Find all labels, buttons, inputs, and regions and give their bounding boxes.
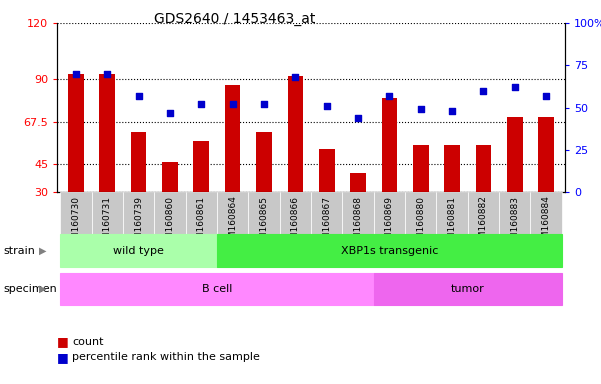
Text: XBP1s transgenic: XBP1s transgenic (341, 245, 438, 256)
Bar (413, 145, 429, 192)
Point (416, 106, 426, 112)
FancyBboxPatch shape (91, 192, 123, 263)
Text: GSM160866: GSM160866 (291, 195, 300, 250)
Text: GDS2640 / 1453463_at: GDS2640 / 1453463_at (154, 12, 316, 25)
Point (134, 93, 144, 99)
Text: GSM160865: GSM160865 (260, 195, 269, 250)
Text: GSM160868: GSM160868 (353, 195, 362, 250)
Text: ▶: ▶ (39, 245, 46, 256)
Point (71, 71, 81, 77)
FancyBboxPatch shape (468, 192, 499, 263)
Bar (68, 74, 84, 192)
Text: B cell: B cell (202, 284, 232, 294)
Text: strain: strain (3, 245, 35, 256)
Text: GSM160730: GSM160730 (72, 195, 81, 250)
FancyBboxPatch shape (60, 192, 91, 263)
FancyBboxPatch shape (186, 192, 217, 263)
Text: specimen: specimen (3, 284, 56, 294)
Text: GSM160880: GSM160880 (416, 195, 426, 250)
Text: GSM160860: GSM160860 (165, 195, 174, 250)
Bar (194, 141, 209, 192)
Bar (162, 162, 178, 192)
Point (228, 101, 237, 107)
FancyBboxPatch shape (311, 192, 343, 263)
Point (102, 71, 112, 77)
Text: GSM160861: GSM160861 (197, 195, 206, 250)
Text: GSM160739: GSM160739 (134, 195, 143, 250)
Text: GSM160883: GSM160883 (510, 195, 519, 250)
Bar (444, 145, 460, 192)
Point (165, 109, 175, 116)
FancyBboxPatch shape (343, 192, 374, 263)
Point (542, 93, 551, 99)
FancyBboxPatch shape (531, 192, 562, 263)
Text: ■: ■ (57, 351, 69, 364)
Text: ■: ■ (57, 335, 69, 348)
Bar (475, 145, 491, 192)
Text: GSM160867: GSM160867 (322, 195, 331, 250)
Bar (287, 76, 303, 192)
FancyBboxPatch shape (405, 192, 436, 263)
Point (478, 88, 488, 94)
FancyBboxPatch shape (279, 192, 311, 263)
FancyBboxPatch shape (123, 192, 154, 263)
FancyBboxPatch shape (217, 192, 248, 263)
Text: GSM160869: GSM160869 (385, 195, 394, 250)
Text: GSM160731: GSM160731 (103, 195, 112, 250)
Bar (99, 74, 115, 192)
Bar (538, 117, 554, 192)
Point (259, 101, 269, 107)
Bar (131, 132, 147, 192)
Text: count: count (72, 337, 103, 347)
Point (510, 84, 520, 90)
Text: GSM160881: GSM160881 (448, 195, 457, 250)
Bar (319, 149, 335, 192)
Text: GSM160882: GSM160882 (479, 195, 488, 250)
FancyBboxPatch shape (248, 192, 279, 263)
FancyBboxPatch shape (374, 192, 405, 263)
Text: ▶: ▶ (39, 284, 46, 294)
Point (353, 114, 363, 121)
Point (197, 101, 206, 107)
Bar (225, 85, 240, 192)
FancyBboxPatch shape (499, 192, 531, 263)
Text: tumor: tumor (451, 284, 484, 294)
Text: wild type: wild type (113, 245, 164, 256)
Point (290, 74, 300, 80)
Bar (350, 173, 366, 192)
Bar (256, 132, 272, 192)
Point (447, 108, 457, 114)
FancyBboxPatch shape (154, 192, 186, 263)
FancyBboxPatch shape (436, 192, 468, 263)
Bar (507, 117, 523, 192)
Point (385, 93, 394, 99)
Bar (382, 98, 397, 192)
Point (322, 103, 332, 109)
Text: percentile rank within the sample: percentile rank within the sample (72, 352, 260, 362)
Text: GSM160884: GSM160884 (542, 195, 551, 250)
Text: GSM160864: GSM160864 (228, 195, 237, 250)
